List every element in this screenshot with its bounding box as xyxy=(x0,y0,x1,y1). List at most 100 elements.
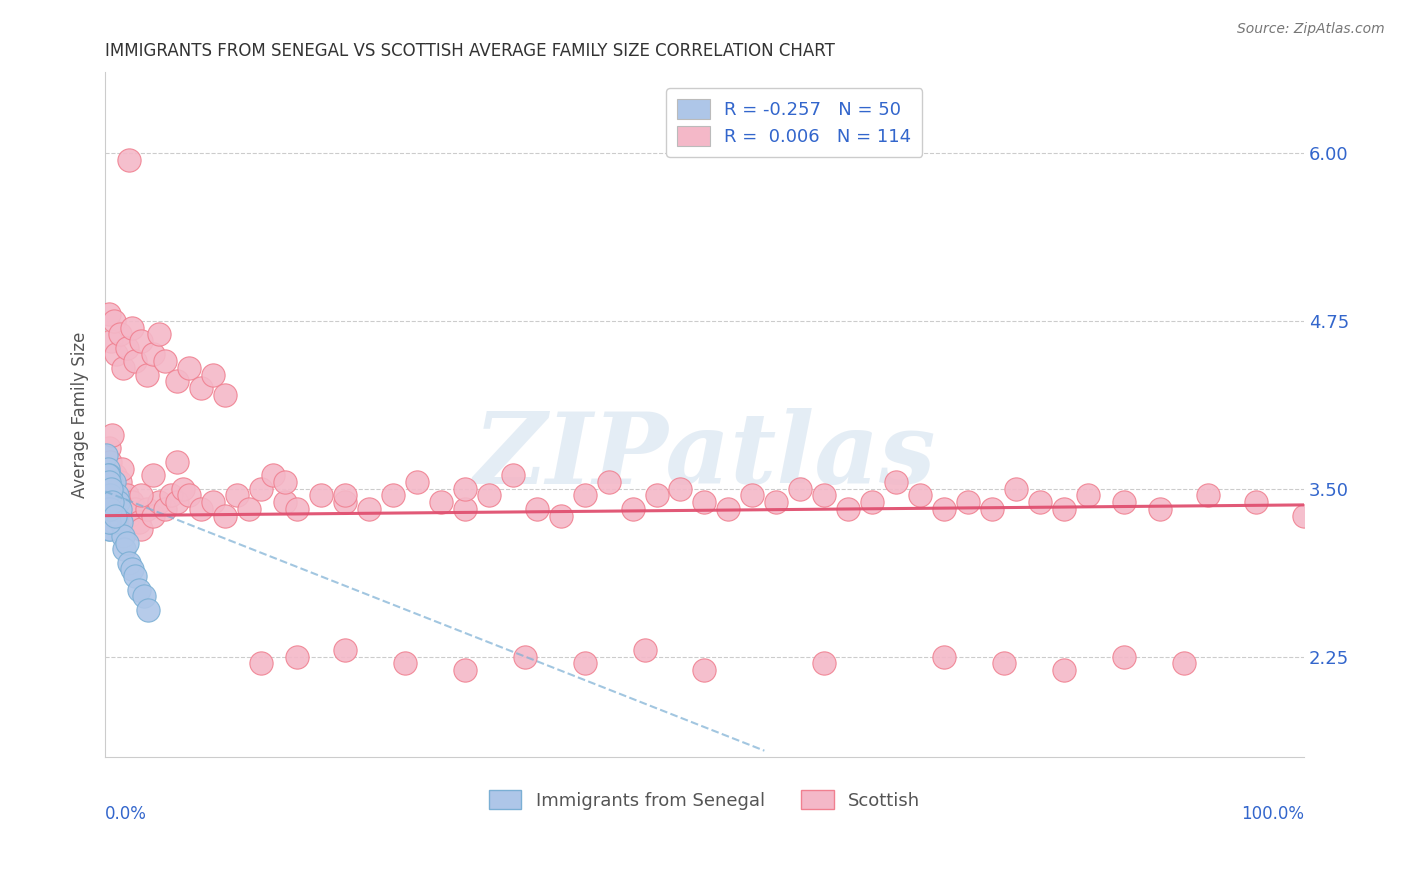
Point xyxy=(96,475,118,489)
Point xyxy=(97,516,120,530)
Point xyxy=(100,516,122,530)
Point xyxy=(621,502,644,516)
Point xyxy=(98,455,121,469)
Text: 100.0%: 100.0% xyxy=(1240,805,1303,823)
Point xyxy=(274,495,297,509)
Point xyxy=(860,495,883,509)
Point xyxy=(105,508,128,523)
Point xyxy=(124,502,146,516)
Point xyxy=(138,602,160,616)
Point xyxy=(250,657,273,671)
Point xyxy=(104,508,127,523)
Point xyxy=(97,475,120,489)
Point xyxy=(148,495,170,509)
Point xyxy=(96,482,118,496)
Point xyxy=(107,495,129,509)
Point xyxy=(550,508,572,523)
Legend: Immigrants from Senegal, Scottish: Immigrants from Senegal, Scottish xyxy=(482,782,928,817)
Point xyxy=(98,495,121,509)
Point xyxy=(837,502,859,516)
Point xyxy=(285,502,308,516)
Point xyxy=(153,354,176,368)
Point xyxy=(166,375,188,389)
Point xyxy=(153,502,176,516)
Point xyxy=(97,482,120,496)
Point xyxy=(454,482,477,496)
Point xyxy=(129,488,152,502)
Point xyxy=(97,442,120,456)
Point xyxy=(1053,663,1076,677)
Point xyxy=(108,327,131,342)
Point xyxy=(101,502,124,516)
Point xyxy=(645,488,668,502)
Point xyxy=(98,488,121,502)
Point xyxy=(789,482,811,496)
Point xyxy=(513,649,536,664)
Point xyxy=(103,475,125,489)
Point xyxy=(202,368,225,382)
Point xyxy=(104,495,127,509)
Point xyxy=(1053,502,1076,516)
Text: IMMIGRANTS FROM SENEGAL VS SCOTTISH AVERAGE FAMILY SIZE CORRELATION CHART: IMMIGRANTS FROM SENEGAL VS SCOTTISH AVER… xyxy=(105,42,835,60)
Point xyxy=(598,475,620,489)
Point xyxy=(1173,657,1195,671)
Point xyxy=(118,153,141,167)
Point xyxy=(1149,502,1171,516)
Point xyxy=(121,562,143,576)
Point xyxy=(142,468,165,483)
Point xyxy=(105,488,128,502)
Point xyxy=(1112,495,1135,509)
Point xyxy=(1029,495,1052,509)
Point xyxy=(285,649,308,664)
Point xyxy=(101,482,124,496)
Point xyxy=(129,334,152,348)
Point xyxy=(274,475,297,489)
Point xyxy=(118,556,141,570)
Point xyxy=(105,488,128,502)
Point xyxy=(214,388,236,402)
Point xyxy=(309,488,332,502)
Point xyxy=(97,307,120,321)
Point xyxy=(333,643,356,657)
Point xyxy=(121,495,143,509)
Point xyxy=(238,502,260,516)
Point xyxy=(1112,649,1135,664)
Point xyxy=(1244,495,1267,509)
Point xyxy=(1197,488,1219,502)
Point xyxy=(105,347,128,361)
Point xyxy=(96,488,118,502)
Point xyxy=(1077,488,1099,502)
Y-axis label: Average Family Size: Average Family Size xyxy=(72,332,89,498)
Point xyxy=(190,381,212,395)
Point xyxy=(118,508,141,523)
Point xyxy=(97,461,120,475)
Point xyxy=(103,475,125,489)
Point xyxy=(693,663,716,677)
Point xyxy=(136,368,159,382)
Point xyxy=(112,360,135,375)
Point xyxy=(100,334,122,348)
Point xyxy=(112,542,135,557)
Point xyxy=(993,657,1015,671)
Point xyxy=(96,488,118,502)
Point xyxy=(132,589,155,603)
Text: Source: ZipAtlas.com: Source: ZipAtlas.com xyxy=(1237,22,1385,37)
Point xyxy=(381,488,404,502)
Point xyxy=(430,495,453,509)
Point xyxy=(574,488,596,502)
Point xyxy=(172,482,194,496)
Point xyxy=(177,488,200,502)
Point xyxy=(166,455,188,469)
Point xyxy=(100,488,122,502)
Point xyxy=(115,341,138,355)
Point xyxy=(142,347,165,361)
Point xyxy=(104,468,127,483)
Point xyxy=(100,482,122,496)
Point xyxy=(103,314,125,328)
Point xyxy=(97,495,120,509)
Point xyxy=(741,488,763,502)
Point xyxy=(405,475,427,489)
Point xyxy=(97,522,120,536)
Point xyxy=(478,488,501,502)
Point xyxy=(1005,482,1028,496)
